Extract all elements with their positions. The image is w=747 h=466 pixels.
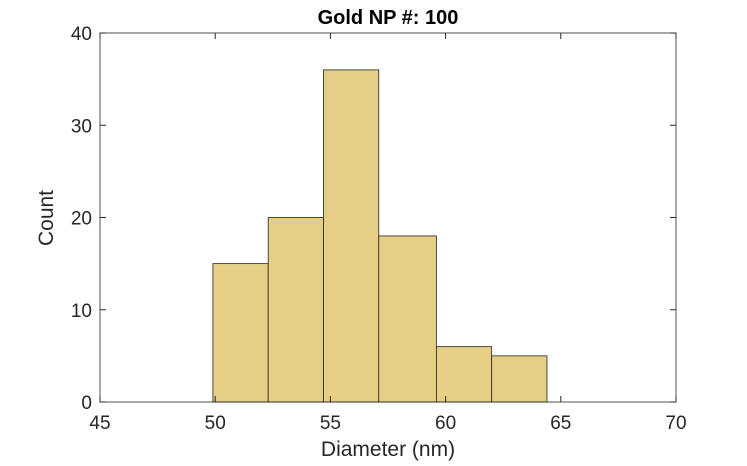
y-tick-label: 20 [71,209,92,230]
x-tick-label: 70 [665,413,686,434]
y-tick-label: 0 [81,393,92,414]
y-tick-label: 30 [71,116,92,137]
chart-title: Gold NP #: 100 [318,7,459,29]
x-tick-label: 55 [320,413,341,434]
bar [435,346,493,403]
x-tick-label: 60 [435,413,456,434]
x-axis-label: Diameter (nm) [321,438,455,461]
bar [378,235,437,403]
bar [212,263,269,403]
x-tick-label: 65 [550,413,571,434]
x-tick-label: 50 [205,413,226,434]
bar [491,355,548,403]
bar [323,69,380,403]
x-tick-label: 45 [89,413,110,434]
y-tick-label: 10 [71,301,92,322]
y-tick-label: 40 [71,24,92,45]
bar [267,217,324,403]
y-axis-label: Count [35,190,58,246]
